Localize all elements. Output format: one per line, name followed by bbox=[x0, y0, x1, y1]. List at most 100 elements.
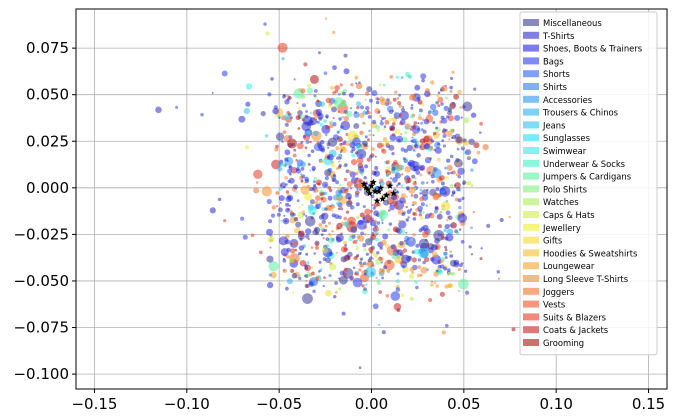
scatter-point bbox=[362, 110, 367, 115]
scatter-point bbox=[338, 160, 341, 163]
scatter-point bbox=[422, 211, 425, 215]
scatter-point bbox=[423, 118, 430, 125]
scatter-point bbox=[459, 263, 463, 268]
scatter-point bbox=[268, 273, 273, 277]
scatter-point bbox=[309, 199, 315, 205]
legend-swatch bbox=[523, 147, 539, 154]
scatter-point bbox=[365, 91, 370, 96]
scatter-point bbox=[284, 149, 291, 156]
scatter-point bbox=[359, 188, 362, 191]
scatter-point bbox=[461, 196, 465, 200]
scatter-point bbox=[306, 87, 314, 94]
scatter-point bbox=[338, 164, 342, 168]
scatter-point bbox=[288, 165, 292, 169]
legend-swatch bbox=[523, 70, 539, 78]
legend-swatch bbox=[523, 172, 539, 180]
scatter-point bbox=[440, 181, 445, 186]
scatter-point bbox=[278, 195, 285, 202]
legend-swatch bbox=[523, 95, 539, 103]
scatter-point bbox=[434, 141, 441, 149]
scatter-point bbox=[336, 156, 340, 160]
scatter-point bbox=[398, 104, 402, 108]
scatter-point bbox=[338, 137, 343, 142]
scatter-point bbox=[307, 162, 311, 166]
scatter-point bbox=[331, 163, 336, 168]
legend-label: Accessories bbox=[543, 95, 592, 105]
scatter-point bbox=[396, 184, 399, 187]
scatter-point bbox=[407, 216, 410, 219]
scatter-point bbox=[402, 157, 406, 161]
scatter-point bbox=[449, 103, 456, 110]
scatter-point bbox=[305, 122, 309, 125]
scatter-point bbox=[420, 73, 427, 80]
scatter-point bbox=[334, 281, 338, 285]
legend-label: Gifts bbox=[543, 236, 562, 246]
scatter-point bbox=[284, 164, 287, 167]
scatter-point bbox=[400, 293, 405, 298]
scatter-point bbox=[362, 205, 366, 208]
scatter-point bbox=[328, 188, 333, 193]
scatter-point bbox=[451, 70, 455, 74]
scatter-point bbox=[385, 294, 390, 298]
legend-box bbox=[519, 11, 658, 356]
scatter-point bbox=[411, 271, 415, 275]
scatter-point bbox=[343, 68, 350, 75]
scatter-point bbox=[437, 104, 441, 108]
scatter-point bbox=[409, 128, 413, 131]
scatter-point bbox=[264, 134, 269, 138]
scatter-point bbox=[363, 272, 367, 276]
scatter-point bbox=[400, 147, 405, 152]
scatter-point bbox=[412, 126, 417, 130]
scatter-point bbox=[320, 197, 324, 200]
scatter-point bbox=[450, 171, 453, 175]
scatter-point bbox=[367, 111, 371, 115]
scatter-point bbox=[286, 94, 290, 98]
scatter-point bbox=[442, 128, 446, 132]
scatter-point bbox=[298, 276, 302, 281]
scatter-point bbox=[398, 220, 407, 229]
scatter-point bbox=[285, 190, 290, 194]
legend-label: Bags bbox=[543, 56, 564, 66]
scatter-point bbox=[415, 243, 420, 248]
scatter-point bbox=[398, 93, 401, 97]
legend-swatch bbox=[523, 339, 539, 346]
scatter-point bbox=[317, 112, 322, 117]
scatter-point bbox=[449, 85, 453, 90]
scatter-point bbox=[337, 186, 342, 191]
scatter-point bbox=[333, 295, 337, 299]
scatter-point bbox=[355, 239, 359, 242]
scatter-point bbox=[441, 236, 445, 240]
scatter-point bbox=[453, 93, 459, 100]
scatter-point bbox=[343, 140, 347, 144]
scatter-point bbox=[352, 277, 363, 288]
scatter-point bbox=[456, 231, 460, 235]
scatter-point bbox=[446, 158, 451, 163]
scatter-point bbox=[332, 65, 337, 71]
scatter-point bbox=[496, 270, 501, 274]
scatter-point bbox=[435, 187, 440, 192]
scatter-point bbox=[428, 203, 432, 206]
scatter-point bbox=[445, 210, 451, 216]
scatter-point bbox=[432, 109, 439, 116]
scatter-point bbox=[250, 233, 255, 238]
scatter-point bbox=[317, 182, 321, 186]
scatter-point bbox=[355, 245, 358, 248]
scatter-point bbox=[383, 160, 387, 163]
scatter-point bbox=[356, 148, 367, 159]
scatter-point bbox=[355, 202, 360, 207]
legend-swatch bbox=[523, 313, 539, 321]
scatter-point bbox=[307, 153, 311, 158]
scatter-point bbox=[362, 122, 366, 125]
scatter-point bbox=[336, 167, 339, 171]
scatter-point bbox=[426, 181, 429, 184]
scatter-point bbox=[375, 258, 382, 266]
scatter-point bbox=[465, 149, 471, 156]
legend-swatch bbox=[523, 262, 539, 270]
scatter-point bbox=[460, 239, 465, 244]
scatter-point bbox=[369, 249, 374, 254]
scatter-point bbox=[359, 130, 364, 135]
scatter-point bbox=[436, 94, 440, 98]
scatter-point bbox=[329, 263, 337, 271]
scatter-point bbox=[418, 209, 422, 213]
scatter-point bbox=[417, 122, 420, 125]
